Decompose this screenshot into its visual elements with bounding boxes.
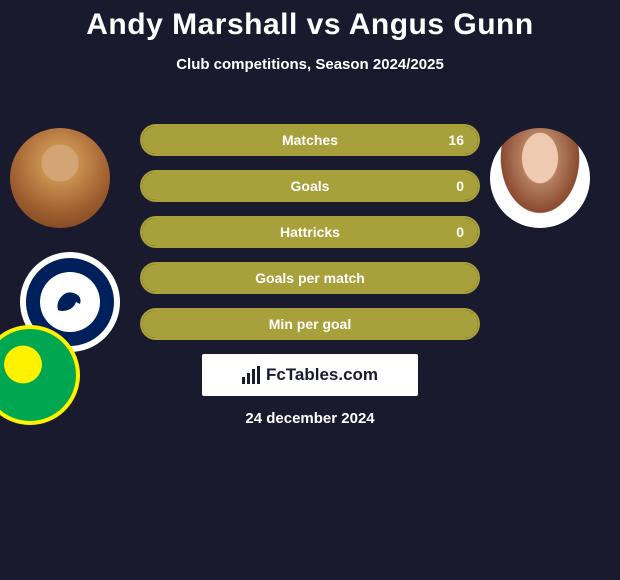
stat-label: Goals xyxy=(291,178,330,194)
stat-right-value: 0 xyxy=(456,224,464,240)
page-title: Andy Marshall vs Angus Gunn xyxy=(0,0,620,42)
stat-label: Hattricks xyxy=(280,224,340,240)
millwall-lion-icon xyxy=(40,272,100,332)
stat-right-value: 16 xyxy=(448,132,464,148)
brand-badge: FcTables.com xyxy=(202,354,418,396)
stat-label: Matches xyxy=(282,132,338,148)
stats-list: Matches 16 Goals 0 Hattricks 0 Goals per… xyxy=(140,124,480,340)
brand-label: FcTables.com xyxy=(266,365,378,385)
stat-label: Goals per match xyxy=(255,270,365,286)
stat-row-goals-per-match: Goals per match xyxy=(140,262,480,294)
stat-right-value: 0 xyxy=(456,178,464,194)
stat-row-hattricks: Hattricks 0 xyxy=(140,216,480,248)
player-photo-right xyxy=(490,128,590,228)
date-label: 24 december 2024 xyxy=(245,410,374,427)
stat-label: Min per goal xyxy=(269,316,351,332)
stat-row-goals: Goals 0 xyxy=(140,170,480,202)
bar-chart-icon xyxy=(242,366,260,384)
player-photo-left xyxy=(10,128,110,228)
subtitle: Club competitions, Season 2024/2025 xyxy=(0,56,620,73)
stat-row-min-per-goal: Min per goal xyxy=(140,308,480,340)
stat-row-matches: Matches 16 xyxy=(140,124,480,156)
